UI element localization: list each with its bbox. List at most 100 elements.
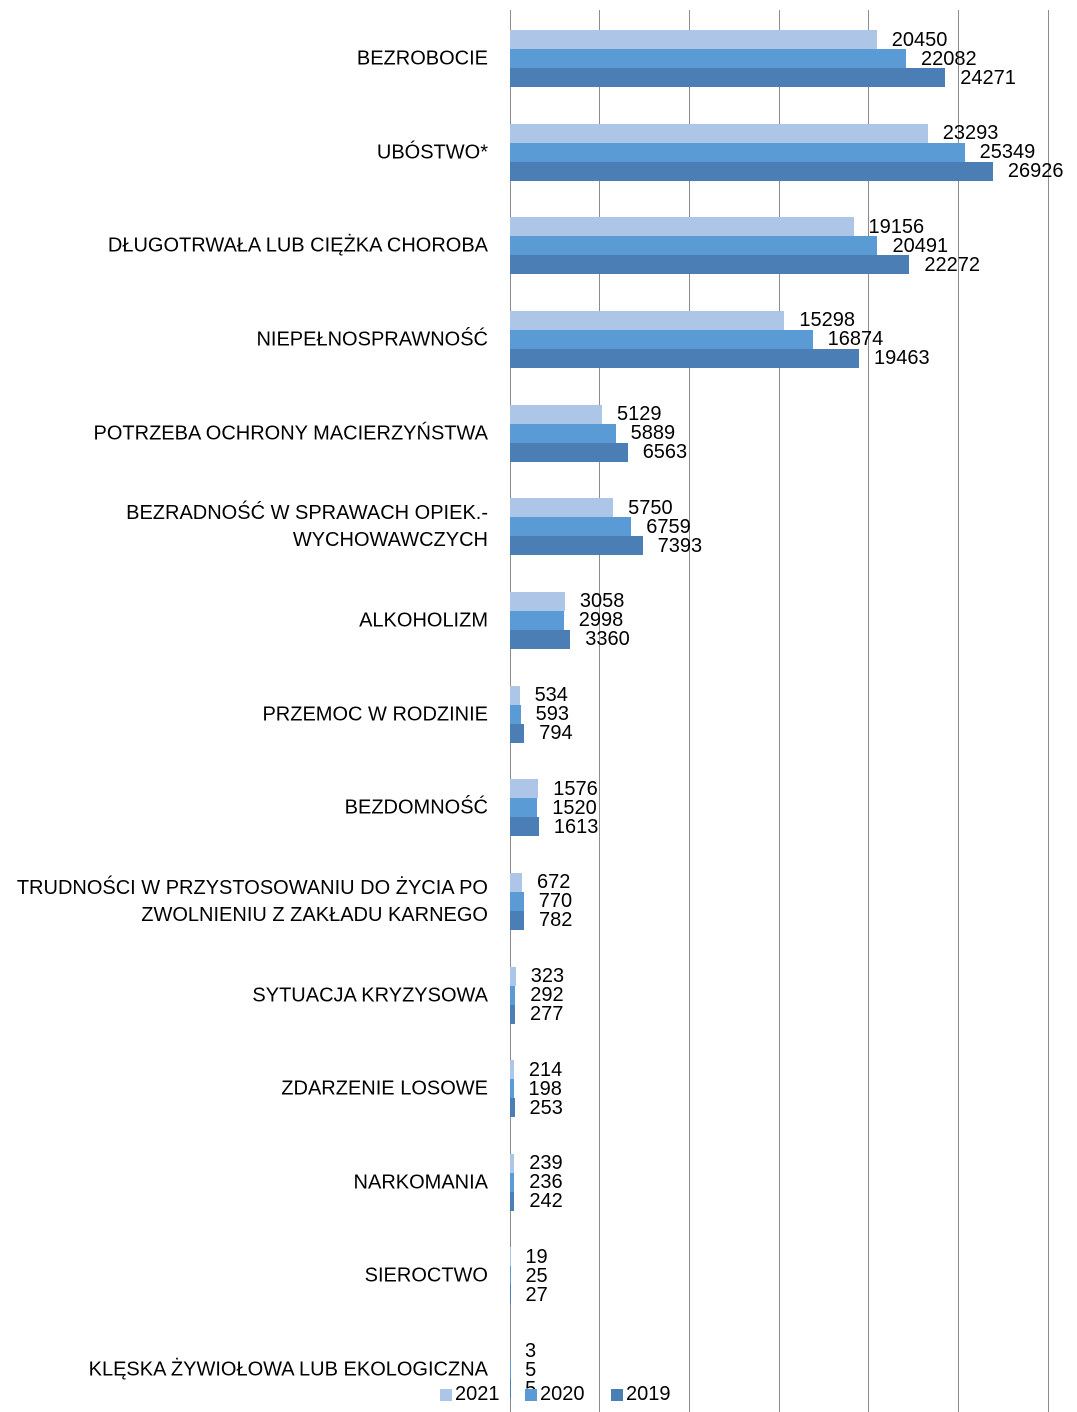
category-label: TRUDNOŚCI W PRZYSTOSOWANIU DO ŻYCIA PO Z… [16,876,488,926]
bar [510,966,516,986]
value-label: 26926 [1007,160,1064,183]
bar [510,1098,515,1118]
grid-line [599,10,601,1412]
value-label: 23293 [942,122,999,145]
value-label: 6563 [642,441,688,464]
category-label: ALKOHOLIZM [359,609,488,632]
legend-item: 2020 [525,1383,585,1406]
value-label: 6759 [646,515,691,538]
value-label: 277 [529,1003,564,1025]
legend-label: 2021 [455,1383,500,1405]
bar [510,498,614,518]
bar [510,685,520,705]
bar [510,217,854,237]
bar [510,142,965,162]
grid-line [778,10,780,1412]
grid-line [688,10,690,1412]
category-label: KLĘSKA ŻYWIOŁOWA LUB EKOLOGICZNA [88,1358,488,1381]
bar [510,891,524,911]
bar [510,723,525,743]
bar [510,310,785,330]
grid-line [868,10,870,1412]
value-label: 3058 [579,590,625,613]
value-label: 236 [529,1171,563,1194]
value-label: 2998 [578,609,624,632]
legend-label: 2019 [626,1383,671,1405]
value-label: 3 [525,1339,537,1362]
legend-swatch [440,1388,452,1401]
value-label: 794 [539,722,573,745]
bar [510,161,993,181]
grid-line [957,10,959,1412]
bar [510,404,602,424]
value-label: 253 [529,1096,563,1119]
value-label: 672 [537,871,571,894]
value-label: 534 [534,684,568,707]
bar [510,68,946,87]
category-label: BEZROBOCIE [356,47,488,70]
legend-label: 2020 [540,1383,585,1405]
value-label: 214 [528,1058,563,1081]
bar [510,1191,515,1211]
bar [510,255,910,275]
bar [510,49,906,68]
bar [510,536,643,556]
category-label: BEZDOMNOŚĆ [344,796,488,819]
value-label: 25349 [979,141,1036,164]
category-label: POTRZEBA OCHRONY MACIERZYŃSTWA [93,422,488,445]
value-label: 1613 [553,815,599,838]
value-label: 242 [529,1190,563,1213]
legend-swatch [611,1388,623,1401]
bar [510,442,628,462]
value-label: 24271 [960,66,1016,89]
bar [510,798,538,818]
value-label: 19 [525,1245,548,1268]
bar [510,423,616,443]
bar [510,629,571,649]
value-label: 19156 [868,215,925,238]
bar [510,817,539,837]
value-label: 3360 [585,628,630,651]
legend-item: 2019 [611,1383,671,1406]
value-label: 239 [529,1152,563,1175]
bar [510,329,813,349]
legend-swatch [525,1388,537,1401]
value-label: 1520 [552,796,597,819]
value-label: 5 [525,1358,537,1381]
value-label: 20491 [892,234,949,257]
value-label: 292 [530,984,564,1006]
value-label: 323 [530,965,565,987]
value-label: 20450 [891,28,948,51]
category-label: ZDARZENIE LOSOWE [281,1077,488,1100]
value-label: 5129 [616,403,662,426]
category-label: DŁUGOTRWAŁA LUB CIĘŻKA CHOROBA [107,234,488,257]
bar [510,704,521,724]
value-label: 27 [525,1283,548,1306]
value-label: 19463 [874,347,930,370]
value-label: 7393 [657,534,703,557]
bar [510,779,539,799]
value-label: 593 [535,703,569,726]
bar [510,591,565,611]
value-label: 770 [538,890,573,913]
category-label: SIEROCTWO [364,1264,488,1287]
bar [510,517,632,537]
bar [510,348,860,368]
bar [510,1004,515,1024]
bar [510,123,928,143]
value-label: 22272 [924,253,981,276]
bar [510,1060,514,1080]
value-label: 5750 [628,496,673,519]
value-label: 5889 [630,422,676,445]
value-label: 15298 [799,309,855,332]
grid-line [1047,10,1049,1412]
value-label: 198 [528,1077,562,1100]
category-label: PRZEMOC W RODZINIE [262,703,488,726]
category-label: NARKOMANIA [353,1171,488,1194]
bar [510,30,877,49]
legend-item: 2021 [440,1383,500,1406]
bar [510,1153,515,1173]
bar [510,1172,515,1192]
category-label: SYTUACJA KRYZYSOWA [252,984,488,1006]
